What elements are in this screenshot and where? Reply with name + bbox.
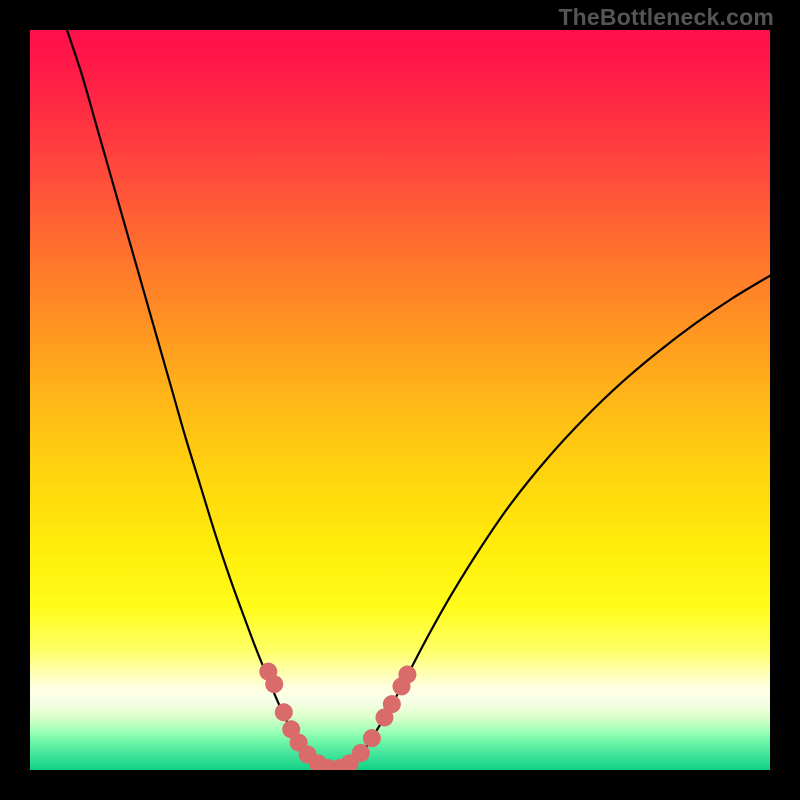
marker-dot — [265, 675, 283, 693]
gradient-background — [30, 30, 770, 770]
marker-dot — [275, 703, 293, 721]
marker-dot — [398, 666, 416, 684]
plot-svg — [30, 30, 770, 770]
marker-dot — [352, 744, 370, 762]
watermark-label: TheBottleneck.com — [558, 4, 774, 31]
plot-area — [30, 30, 770, 770]
outer-frame: TheBottleneck.com — [0, 0, 800, 800]
marker-dot — [383, 695, 401, 713]
marker-dot — [363, 729, 381, 747]
